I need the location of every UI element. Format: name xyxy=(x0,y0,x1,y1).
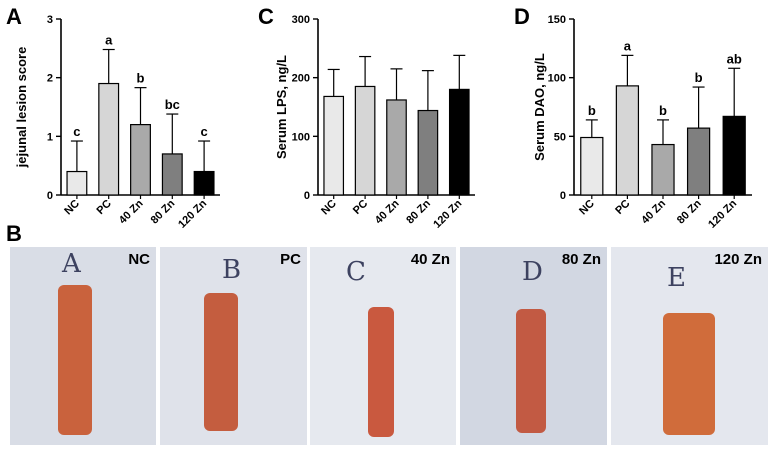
group-label: 120 Zn xyxy=(714,251,762,268)
panel-letter-d: D xyxy=(514,4,530,29)
x-tick-label: PC xyxy=(613,198,632,217)
jejunum-tissue xyxy=(516,309,546,433)
x-tick-label: PC xyxy=(95,198,114,217)
bar xyxy=(323,95,345,196)
significance-label: b xyxy=(695,70,703,85)
bar xyxy=(615,85,640,196)
significance-label: a xyxy=(105,33,113,48)
x-tick-label: 120 Zn xyxy=(706,197,739,230)
y-tick-label: 50 xyxy=(554,131,566,143)
x-tick-label: 80 Zn xyxy=(404,197,433,226)
jejunum-tissue xyxy=(58,285,92,435)
jejunum-tissue xyxy=(204,293,238,431)
jejunum-tissue xyxy=(663,313,715,435)
chart-c-serum-lps: 0 100 200 300 Serum LPS, ng/L NC PC 40 Zn 80 Zn1… xyxy=(274,14,475,231)
x-tick-label: 80 Zn xyxy=(149,197,178,226)
panel-letter-c: C xyxy=(258,4,274,29)
photo-120zn: E 120 Zn xyxy=(611,247,768,445)
significance-label: b xyxy=(659,103,667,118)
group-label: 80 Zn xyxy=(561,251,601,268)
handwritten-label: C xyxy=(346,257,366,287)
y-tick-label: 2 xyxy=(47,73,53,85)
chart-d-serum-dao: 0 50 100 150 Serum DAO, ng/L b NC a PC b 40 Zn b 80 … xyxy=(532,14,752,231)
photo-nc: A NC xyxy=(10,247,156,445)
bar xyxy=(193,170,215,196)
y-tick-label: 300 xyxy=(292,14,310,26)
x-tick-label: NC xyxy=(319,198,339,218)
bar xyxy=(580,136,604,196)
group-label: PC xyxy=(280,251,301,268)
y-tick-label: 100 xyxy=(292,131,310,143)
x-tick-label: 40 Zn xyxy=(117,197,146,226)
bar xyxy=(386,99,407,196)
x-tick-label: 40 Zn xyxy=(373,197,402,226)
x-tick-label: 120 Zn xyxy=(176,197,209,230)
significance-label: a xyxy=(624,38,632,53)
x-tick-label: 120 Zn xyxy=(431,197,464,230)
bar xyxy=(161,153,183,196)
y-axis-title: Serum LPS, ng/L xyxy=(274,55,289,159)
y-tick-label: 100 xyxy=(548,73,566,85)
y-tick-label: 200 xyxy=(292,73,310,85)
photo-80zn: D 80 Zn xyxy=(460,247,607,445)
x-tick-label: NC xyxy=(577,198,597,218)
y-axis-title: Serum DAO, ng/L xyxy=(532,53,547,161)
photo-40zn: C 40 Zn xyxy=(310,247,456,445)
bar xyxy=(722,115,746,196)
y-tick-label: 0 xyxy=(47,190,53,202)
jejunum-tissue xyxy=(368,307,394,437)
x-tick-label: 80 Zn xyxy=(675,197,704,226)
significance-label: bc xyxy=(165,97,180,112)
handwritten-label: D xyxy=(522,257,543,287)
y-axis-title: jejunal lesion score xyxy=(14,47,29,169)
y-tick-label: 0 xyxy=(560,190,566,202)
significance-label: c xyxy=(73,124,80,139)
bar xyxy=(98,82,120,196)
bar xyxy=(651,143,675,196)
panel-letter-a: A xyxy=(6,4,22,29)
significance-label: b xyxy=(588,103,596,118)
bar xyxy=(354,85,376,196)
handwritten-label: B xyxy=(222,255,242,285)
y-tick-label: 3 xyxy=(47,14,53,26)
group-label: 40 Zn xyxy=(410,251,450,268)
x-tick-label: PC xyxy=(351,198,370,217)
bar xyxy=(130,123,151,196)
photo-strip: A NC B PC C 40 Zn D 80 Zn E 120 Zn xyxy=(10,247,768,445)
handwritten-label: E xyxy=(667,263,686,293)
group-label: NC xyxy=(128,251,150,268)
y-tick-label: 0 xyxy=(304,190,310,202)
bar xyxy=(686,127,711,196)
bar xyxy=(448,88,470,196)
y-tick-label: 1 xyxy=(47,131,53,143)
charts-area: A C D 0 1 2 3 jejunal lesion score c NC a PC b 40 … xyxy=(6,4,752,231)
panel-letter-b: B xyxy=(6,221,22,246)
y-tick-label: 150 xyxy=(548,14,566,26)
significance-label: ab xyxy=(727,51,742,66)
bar xyxy=(66,170,88,196)
handwritten-label: A xyxy=(62,249,81,279)
significance-label: b xyxy=(137,71,145,86)
x-tick-label: 40 Zn xyxy=(639,197,668,226)
x-tick-label: NC xyxy=(62,198,82,218)
photo-pc: B PC xyxy=(160,247,307,445)
bar xyxy=(417,109,439,196)
significance-label: c xyxy=(200,124,207,139)
chart-a-jejunal-lesion: 0 1 2 3 jejunal lesion score c NC a PC b 40 Zn bc 80… xyxy=(14,14,220,231)
